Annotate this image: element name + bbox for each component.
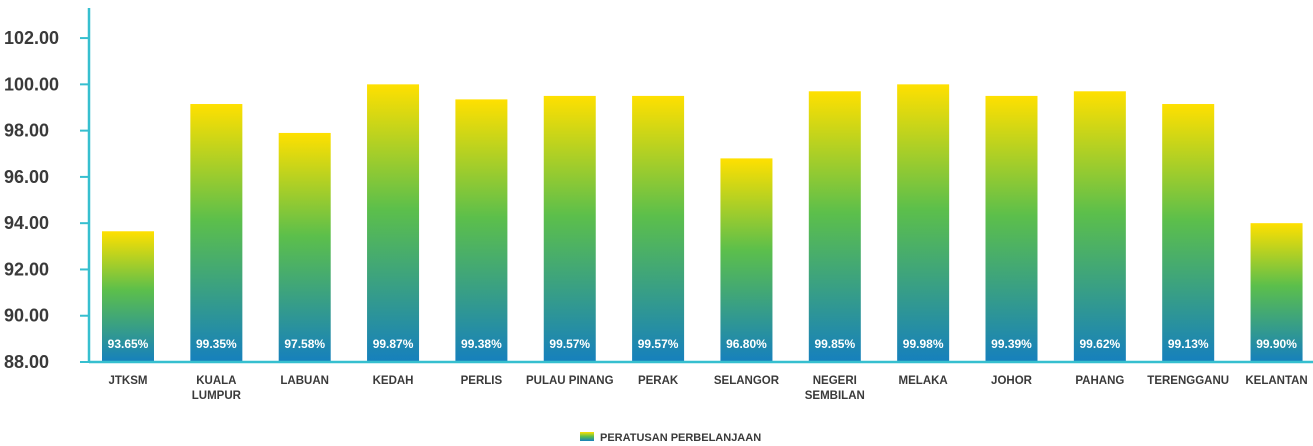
y-tick-label: 88.00: [4, 352, 49, 372]
y-tick-label: 92.00: [4, 259, 49, 279]
axes: [87, 8, 1313, 364]
x-tick-label: LUMPUR: [192, 390, 242, 402]
y-tick-label: 102.00: [4, 28, 59, 48]
bar: [985, 95, 1038, 362]
data-label: 99.85%: [814, 337, 855, 351]
y-tick-label: 90.00: [4, 306, 49, 326]
data-label: 96.80%: [726, 337, 767, 351]
x-tick-label: KELANTAN: [1245, 375, 1307, 387]
x-tick-label: KEDAH: [373, 375, 414, 387]
x-tick-label: JTKSM: [109, 375, 148, 387]
x-tick-label: PERLIS: [461, 375, 503, 387]
bar: [1162, 104, 1215, 363]
x-tick-label: MELAKA: [899, 375, 948, 387]
bar: [543, 95, 596, 362]
data-label: 99.13%: [1168, 337, 1209, 351]
bar: [1250, 223, 1303, 362]
x-tick-label: PULAU PINANG: [526, 375, 614, 387]
data-label: 99.87%: [373, 337, 414, 351]
y-tick-label: 100.00: [4, 74, 59, 94]
data-label: 99.39%: [991, 337, 1032, 351]
legend-swatch: [580, 432, 594, 441]
bar: [278, 132, 331, 362]
legend-label: PERATUSAN PERBELANJAAN: [600, 432, 761, 444]
y-tick-label: 96.00: [4, 167, 49, 187]
x-tick-label: KUALA: [196, 375, 236, 387]
bar: [367, 84, 420, 363]
data-label: 99.35%: [196, 337, 237, 351]
bar: [190, 104, 243, 363]
data-label: 99.62%: [1079, 337, 1120, 351]
x-tick-label: JOHOR: [991, 375, 1033, 387]
x-tick-label: PAHANG: [1075, 375, 1124, 387]
y-tick-label: 98.00: [4, 121, 49, 141]
x-tick-label: SEMBILAN: [805, 390, 865, 402]
x-tick-label: NEGERI: [813, 375, 857, 387]
bar: [455, 99, 508, 363]
bar: [720, 158, 773, 362]
bar: [897, 84, 950, 363]
data-label: 99.57%: [638, 337, 679, 351]
y-axis-ticks: 88.00 90.00 92.00 94.00 96.00 98.00 100.00 102.…: [4, 28, 89, 372]
bar: [1073, 91, 1126, 362]
data-labels: 93.65% 99.35% 97.58% 99.87% 99.38% 99.57% 99.5…: [108, 337, 1298, 351]
x-tick-label: PERAK: [638, 375, 679, 387]
legend: PERATUSAN PERBELANJAAN: [580, 432, 761, 444]
x-tick-label: SELANGOR: [714, 375, 780, 387]
data-label: 99.90%: [1256, 337, 1297, 351]
data-label: 99.57%: [549, 337, 590, 351]
data-label: 99.98%: [903, 337, 944, 351]
x-axis-ticks: JTKSM KUALA LUMPUR LABUAN KEDAH PERLIS PULAU P…: [109, 375, 1308, 402]
bar: [102, 231, 154, 362]
data-label: 97.58%: [284, 337, 325, 351]
y-tick-label: 94.00: [4, 213, 49, 233]
bar: [632, 95, 685, 362]
x-tick-label: LABUAN: [280, 375, 329, 387]
bars: [102, 84, 1303, 363]
x-tick-label: TERENGGANU: [1147, 375, 1229, 387]
bar: [808, 91, 861, 362]
data-label: 93.65%: [108, 337, 149, 351]
data-label: 99.38%: [461, 337, 502, 351]
